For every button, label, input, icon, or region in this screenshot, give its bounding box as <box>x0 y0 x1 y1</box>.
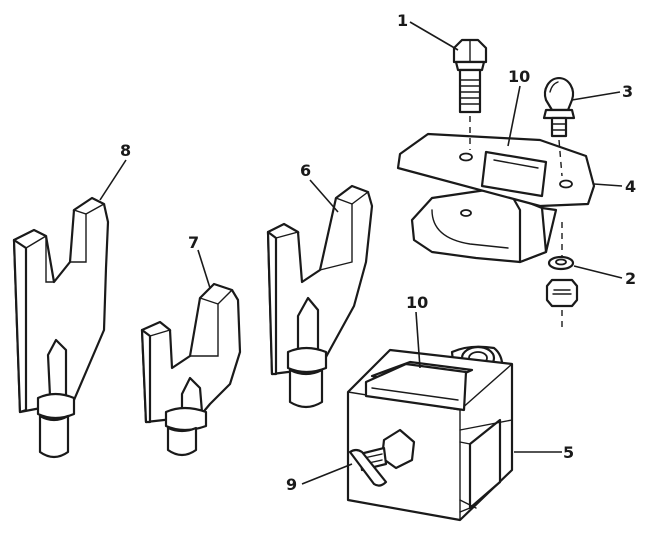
callout-labels: 1 10 3 4 2 5 6 7 8 9 10 <box>120 11 636 494</box>
t-handle-screw <box>348 428 416 487</box>
leader-lines <box>99 21 623 485</box>
washer-and-nut <box>545 222 579 330</box>
callout-10-top: 10 <box>508 67 530 86</box>
callout-8: 8 <box>120 141 131 160</box>
callout-6: 6 <box>300 161 311 180</box>
callout-5: 5 <box>563 443 574 462</box>
receiver-block <box>346 345 514 522</box>
callout-1: 1 <box>397 11 408 30</box>
callout-9: 9 <box>286 475 297 494</box>
callout-4: 4 <box>625 177 636 196</box>
fork-tall <box>12 196 110 459</box>
bolt <box>452 38 488 150</box>
hitch-plate <box>396 132 596 264</box>
fork-short <box>140 282 242 457</box>
callout-7: 7 <box>188 233 199 252</box>
callout-3: 3 <box>622 82 633 101</box>
hitch-ball <box>542 77 576 177</box>
callout-2: 2 <box>625 269 636 288</box>
fork-medium <box>266 184 374 409</box>
callout-10-bottom: 10 <box>406 293 428 312</box>
